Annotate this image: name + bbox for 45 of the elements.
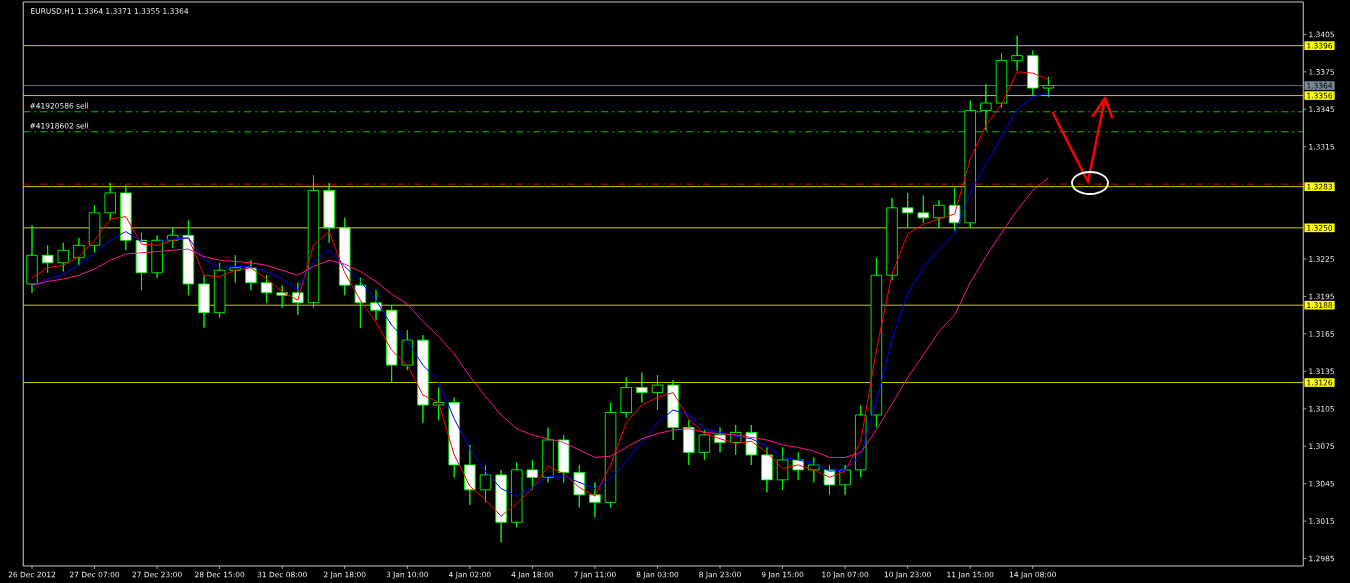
candlestick	[870, 257, 883, 428]
candlestick	[682, 419, 695, 466]
candlestick	[698, 429, 711, 461]
candlestick	[761, 446, 773, 493]
candlestick	[776, 446, 789, 491]
candlestick	[260, 274, 273, 304]
candlestick	[213, 262, 226, 319]
candlestick	[667, 379, 679, 441]
candlestick	[1042, 76, 1055, 98]
candlestick	[933, 199, 945, 229]
candlestick	[385, 304, 398, 384]
candlestick	[120, 184, 132, 251]
candlestick	[1026, 50, 1039, 97]
candlestick	[510, 461, 523, 528]
candlestick	[401, 329, 414, 371]
candlestick	[182, 219, 195, 296]
candlestick	[886, 197, 898, 281]
candlestick	[839, 464, 851, 496]
candlestick	[307, 174, 320, 309]
candlestick	[589, 481, 601, 518]
candlestick	[542, 427, 554, 483]
candlestick	[636, 372, 648, 403]
candlestick	[526, 459, 539, 491]
candlestick	[57, 242, 70, 272]
candlestick	[104, 182, 116, 221]
candlestick	[323, 182, 335, 244]
candlestick	[479, 464, 492, 503]
candlestick	[901, 192, 914, 229]
candlestick	[73, 237, 85, 266]
candlestick	[198, 274, 210, 329]
candlestick	[604, 402, 617, 508]
candlestick	[417, 334, 429, 423]
candlestick	[495, 469, 507, 543]
candlestick	[651, 374, 664, 411]
candlestick	[1011, 35, 1023, 72]
candlestick	[26, 224, 38, 294]
candlestick	[245, 259, 257, 291]
candlestick	[338, 217, 351, 296]
candlestick	[88, 204, 101, 254]
candlestick	[995, 52, 1008, 109]
candlestick	[41, 244, 54, 274]
candlestick	[464, 444, 476, 506]
candlestick	[557, 434, 570, 483]
candlestick	[620, 377, 632, 418]
candlestick	[917, 194, 930, 224]
